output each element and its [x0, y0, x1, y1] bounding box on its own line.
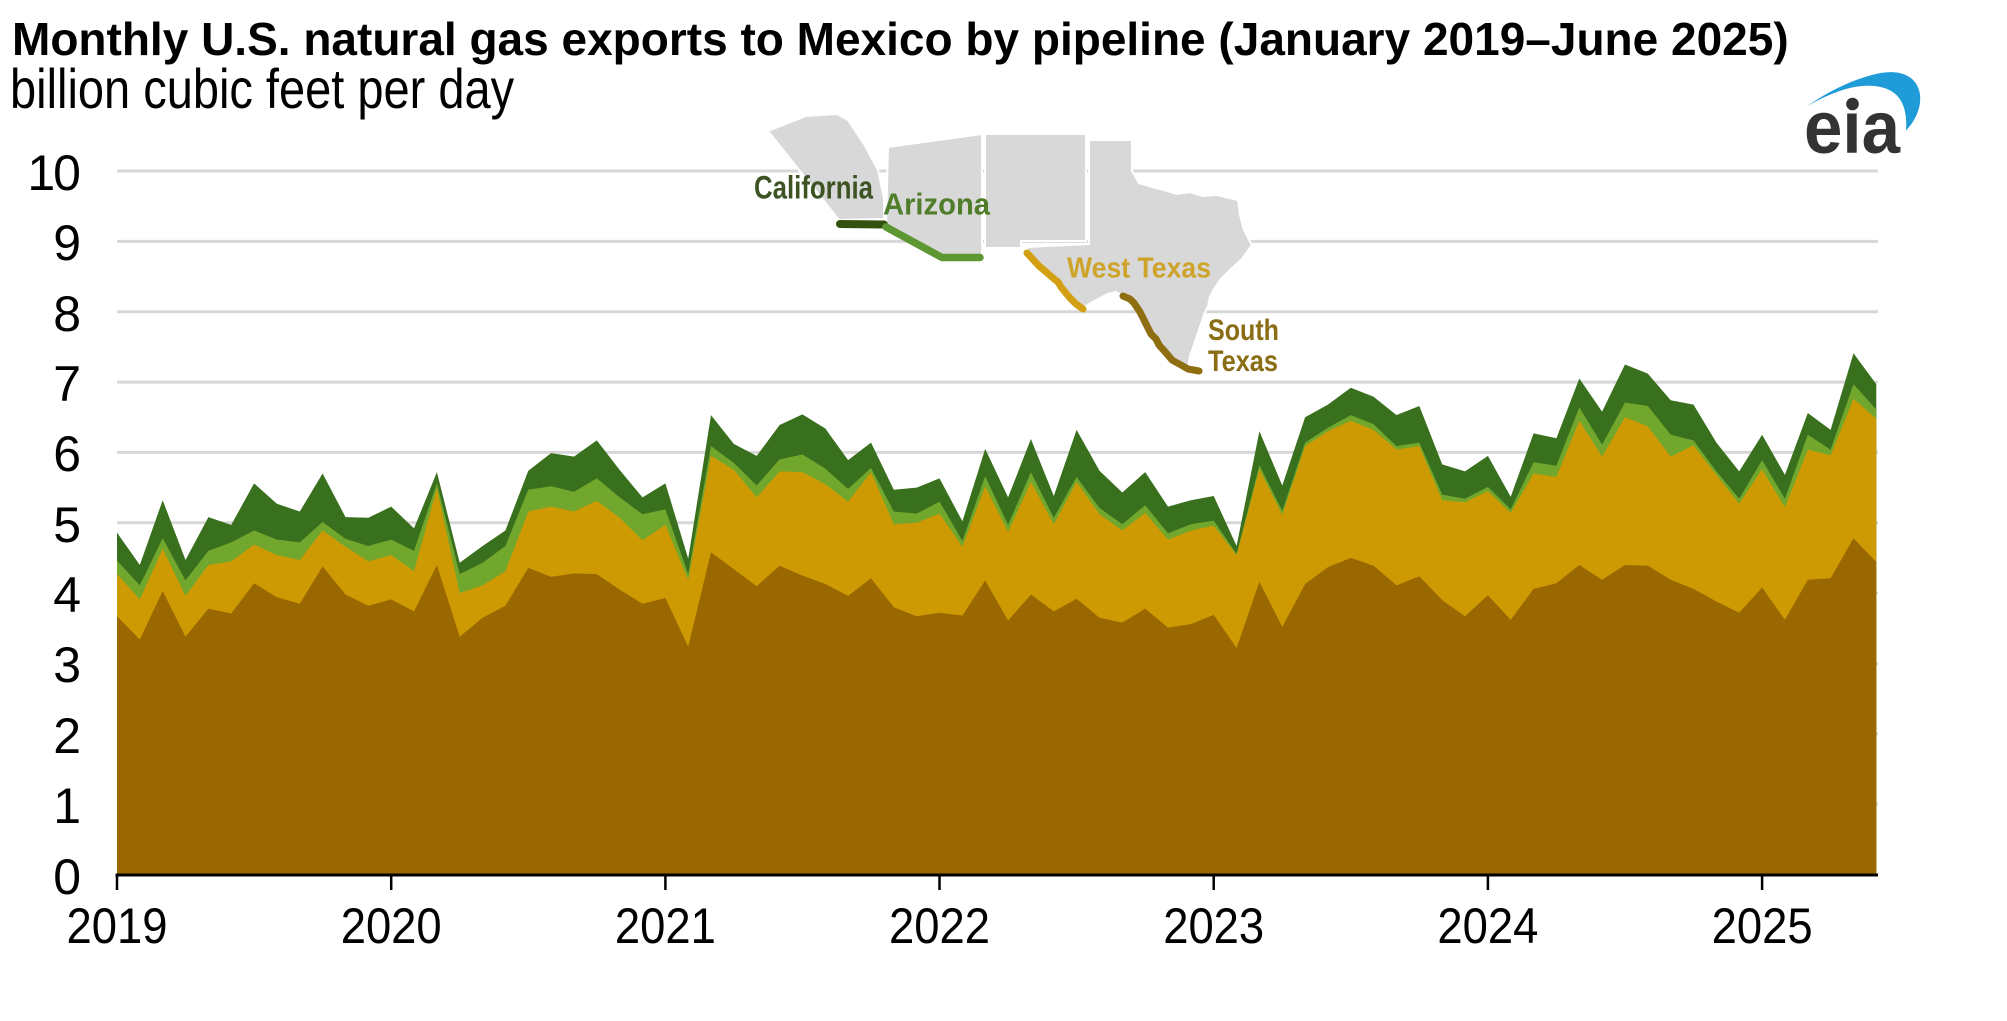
svg-text:2025: 2025: [1712, 898, 1813, 954]
svg-text:8: 8: [53, 286, 79, 342]
svg-text:9: 9: [53, 215, 79, 271]
svg-text:6: 6: [53, 426, 79, 482]
svg-text:2020: 2020: [341, 898, 442, 954]
svg-text:Arizona: Arizona: [883, 187, 991, 222]
svg-text:2: 2: [53, 708, 79, 764]
svg-text:2022: 2022: [889, 898, 990, 954]
svg-text:0: 0: [53, 849, 79, 905]
svg-text:1: 1: [53, 778, 79, 834]
svg-text:2019: 2019: [67, 898, 168, 954]
svg-text:2023: 2023: [1163, 898, 1264, 954]
svg-text:3: 3: [53, 637, 79, 693]
svg-text:4: 4: [53, 567, 80, 623]
svg-text:West Texas: West Texas: [1067, 253, 1211, 285]
svg-text:Texas: Texas: [1208, 345, 1278, 378]
svg-text:5: 5: [53, 497, 79, 553]
svg-text:10: 10: [27, 145, 79, 201]
svg-text:7: 7: [53, 356, 79, 412]
svg-text:2021: 2021: [615, 898, 716, 954]
svg-text:2024: 2024: [1437, 898, 1538, 954]
svg-text:California: California: [754, 170, 873, 206]
svg-text:South: South: [1208, 314, 1279, 347]
